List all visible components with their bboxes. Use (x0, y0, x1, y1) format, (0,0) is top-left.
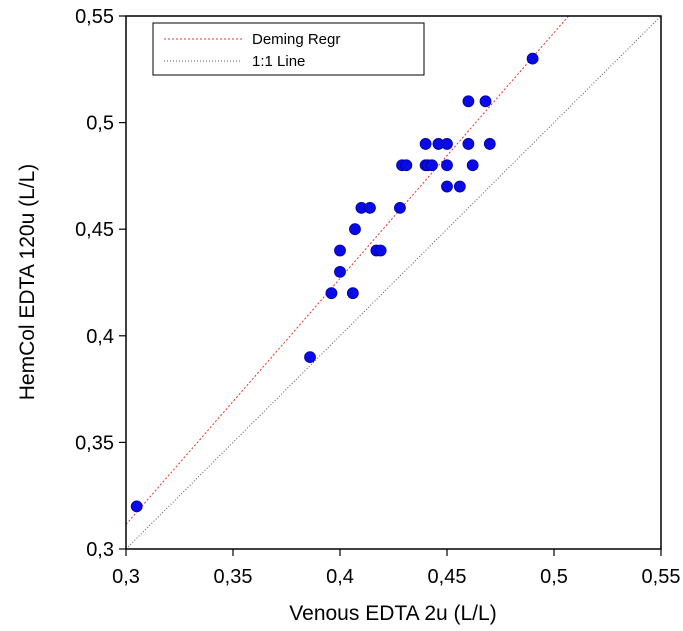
x-tick-label: 0,5 (540, 566, 568, 588)
y-axis-title: HemCol EDTA 120u (L/L) (16, 164, 39, 401)
y-tick-label: 0,3 (86, 539, 114, 561)
data-point (334, 265, 346, 278)
legend-identity-label: 1:1 Line (252, 53, 305, 70)
y-tick-label: 0,4 (86, 326, 114, 348)
data-point (479, 95, 492, 108)
plot-frame (125, 15, 662, 550)
data-point (466, 159, 479, 172)
data-point (462, 138, 475, 150)
x-tick-label: 0,45 (428, 566, 467, 588)
data-point (325, 287, 338, 300)
data-point (400, 159, 413, 172)
data-point (374, 244, 387, 257)
data-point (441, 180, 453, 193)
legend-deming-label: Deming Regr (252, 31, 340, 48)
data-point (426, 159, 438, 172)
y-tick-label: 0,55 (75, 6, 114, 28)
x-tick-label: 0,4 (326, 566, 354, 588)
data-point (441, 138, 453, 150)
data-point (453, 180, 466, 193)
x-tick-label: 0,35 (214, 566, 253, 588)
y-tick-label: 0,35 (75, 432, 114, 454)
deming-regression-line (126, 16, 569, 525)
y-tick-label: 0,5 (86, 113, 114, 135)
data-point (394, 201, 406, 214)
data-point (483, 138, 496, 150)
legend: Deming Regr 1:1 Line (152, 22, 425, 76)
data-point (304, 351, 316, 364)
data-point (441, 159, 453, 172)
legend-box (152, 22, 425, 76)
data-point (334, 244, 346, 257)
data-point (364, 201, 376, 214)
y-tick-label: 0,45 (75, 219, 114, 241)
data-point (526, 52, 539, 65)
x-tick-label: 0,55 (642, 566, 681, 588)
identity-line (126, 16, 661, 549)
x-axis-title: Venous EDTA 2u (L/L) (289, 602, 496, 625)
x-tick-label: 0,3 (112, 566, 140, 588)
data-point (349, 223, 361, 236)
data-point (462, 95, 475, 108)
data-point (346, 287, 359, 300)
data-point (130, 500, 143, 513)
data-point (419, 138, 432, 150)
